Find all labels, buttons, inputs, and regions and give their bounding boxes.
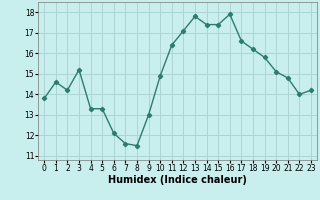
X-axis label: Humidex (Indice chaleur): Humidex (Indice chaleur): [108, 175, 247, 185]
